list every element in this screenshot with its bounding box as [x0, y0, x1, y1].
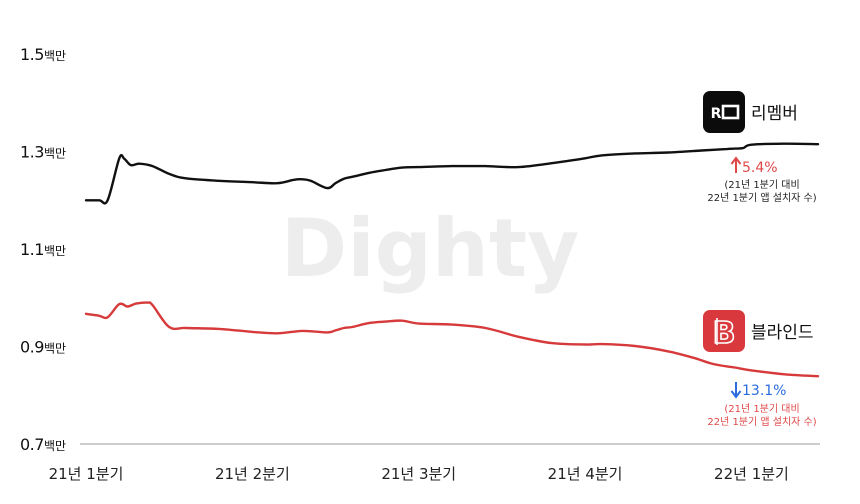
- y-tick-unit: 백만: [44, 439, 66, 453]
- y-tick-unit: 백만: [44, 147, 66, 161]
- change-value-remember: 5.4%: [742, 160, 778, 176]
- series-layer: [84, 142, 820, 378]
- svg-text:B: B: [713, 316, 736, 351]
- x-tick-label: 21년 1분기: [49, 465, 124, 483]
- y-tick-number: 0.7: [20, 435, 44, 454]
- change-note: (21년 1분기 대비: [724, 403, 799, 415]
- svg-text:R: R: [711, 106, 722, 122]
- y-tick-unit: 백만: [44, 244, 66, 258]
- y-tick-label: 0.9백만: [20, 338, 66, 357]
- arrow-down-icon: [730, 382, 742, 399]
- y-tick-number: 1.1: [20, 240, 44, 259]
- x-tick-label: 21년 3분기: [381, 465, 456, 483]
- series-line-blind: [84, 301, 820, 378]
- change-note: (21년 1분기 대비: [724, 179, 799, 191]
- x-tick-label: 21년 4분기: [548, 465, 623, 483]
- y-tick-label: 1.1백만: [20, 240, 66, 259]
- y-tick-unit: 백만: [44, 49, 66, 63]
- remember-logo-icon: R: [703, 91, 745, 133]
- y-tick-label: 0.7백만: [20, 435, 66, 454]
- blind-logo-icon: B: [703, 310, 745, 352]
- y-tick-unit: 백만: [44, 342, 66, 356]
- y-tick-label: 1.5백만: [20, 45, 66, 64]
- y-tick-label: 1.3백만: [20, 143, 66, 162]
- y-tick-number: 1.3: [20, 143, 44, 162]
- change-value-blind: 13.1%: [742, 383, 786, 399]
- y-tick-number: 1.5: [20, 45, 44, 64]
- arrow-up-icon: [730, 156, 742, 173]
- series-name-blind: 블라인드: [751, 323, 814, 343]
- x-tick-label: 22년 1분기: [714, 465, 789, 483]
- change-note: 22년 1분기 앱 설치자 수): [707, 192, 816, 204]
- series-line-remember: [84, 142, 820, 205]
- series-name-remember: 리멤버: [751, 104, 798, 124]
- watermark: Dighty: [281, 202, 579, 295]
- y-tick-number: 0.9: [20, 338, 44, 357]
- x-tick-label: 21년 2분기: [215, 465, 290, 483]
- x-axis: 21년 1분기 21년 2분기 21년 3분기 21년 4분기 22년 1분기: [49, 465, 789, 483]
- change-note: 22년 1분기 앱 설치자 수): [707, 416, 816, 428]
